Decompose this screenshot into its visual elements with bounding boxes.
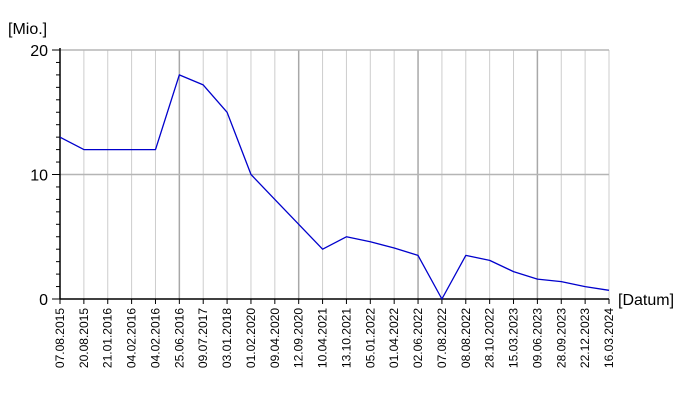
x-tick-label: 28.10.2022 [483, 308, 497, 368]
x-axis-ticks: 07.08.2015 20.08.2015 21.01.2016 04.02.2016… [53, 299, 616, 368]
axes [59, 48, 609, 300]
gridlines [60, 49, 610, 299]
x-tick-label: 07.08.2015 [53, 308, 67, 368]
x-tick-label: 13.10.2021 [339, 308, 353, 368]
x-tick-label: 16.03.2024 [602, 308, 616, 368]
x-tick-label: 03.01.2018 [220, 308, 234, 368]
y-tick-label: 20 [30, 43, 48, 60]
x-tick-label: 09.06.2023 [530, 308, 544, 368]
x-tick-label: 15.03.2023 [507, 308, 521, 368]
x-tick-label: 22.12.2023 [578, 308, 592, 368]
y-tick-label: 10 [30, 168, 48, 185]
series-line [59, 74, 610, 300]
x-tick-label: 28.09.2023 [554, 308, 568, 368]
series-lines [59, 74, 610, 300]
x-tick-label: 01.02.2020 [244, 308, 258, 368]
x-tick-label: 04.02.2016 [148, 308, 162, 368]
x-tick-label: 09.04.2020 [268, 308, 282, 368]
x-tick-label: 04.02.2016 [125, 308, 139, 368]
y-tick-label: 0 [39, 292, 48, 309]
x-tick-label: 09.07.2017 [196, 308, 210, 368]
x-tick-label: 12.09.2020 [292, 308, 306, 368]
x-tick-label: 07.08.2022 [435, 308, 449, 368]
x-tick-label: 08.08.2022 [459, 308, 473, 368]
x-axis-label: [Datum] [618, 292, 674, 309]
x-tick-label: 25.06.2016 [172, 308, 186, 368]
y-axis-label: [Mio.] [8, 21, 47, 38]
x-tick-label: 01.04.2022 [387, 308, 401, 368]
x-tick-label: 05.01.2022 [363, 308, 377, 368]
y-axis-ticks: 0 10 20 [30, 43, 60, 309]
x-tick-label: 21.01.2016 [101, 308, 115, 368]
x-tick-label: 20.08.2015 [77, 308, 91, 368]
x-tick-label: 02.06.2022 [411, 308, 425, 368]
x-tick-label: 10.04.2021 [316, 308, 330, 368]
